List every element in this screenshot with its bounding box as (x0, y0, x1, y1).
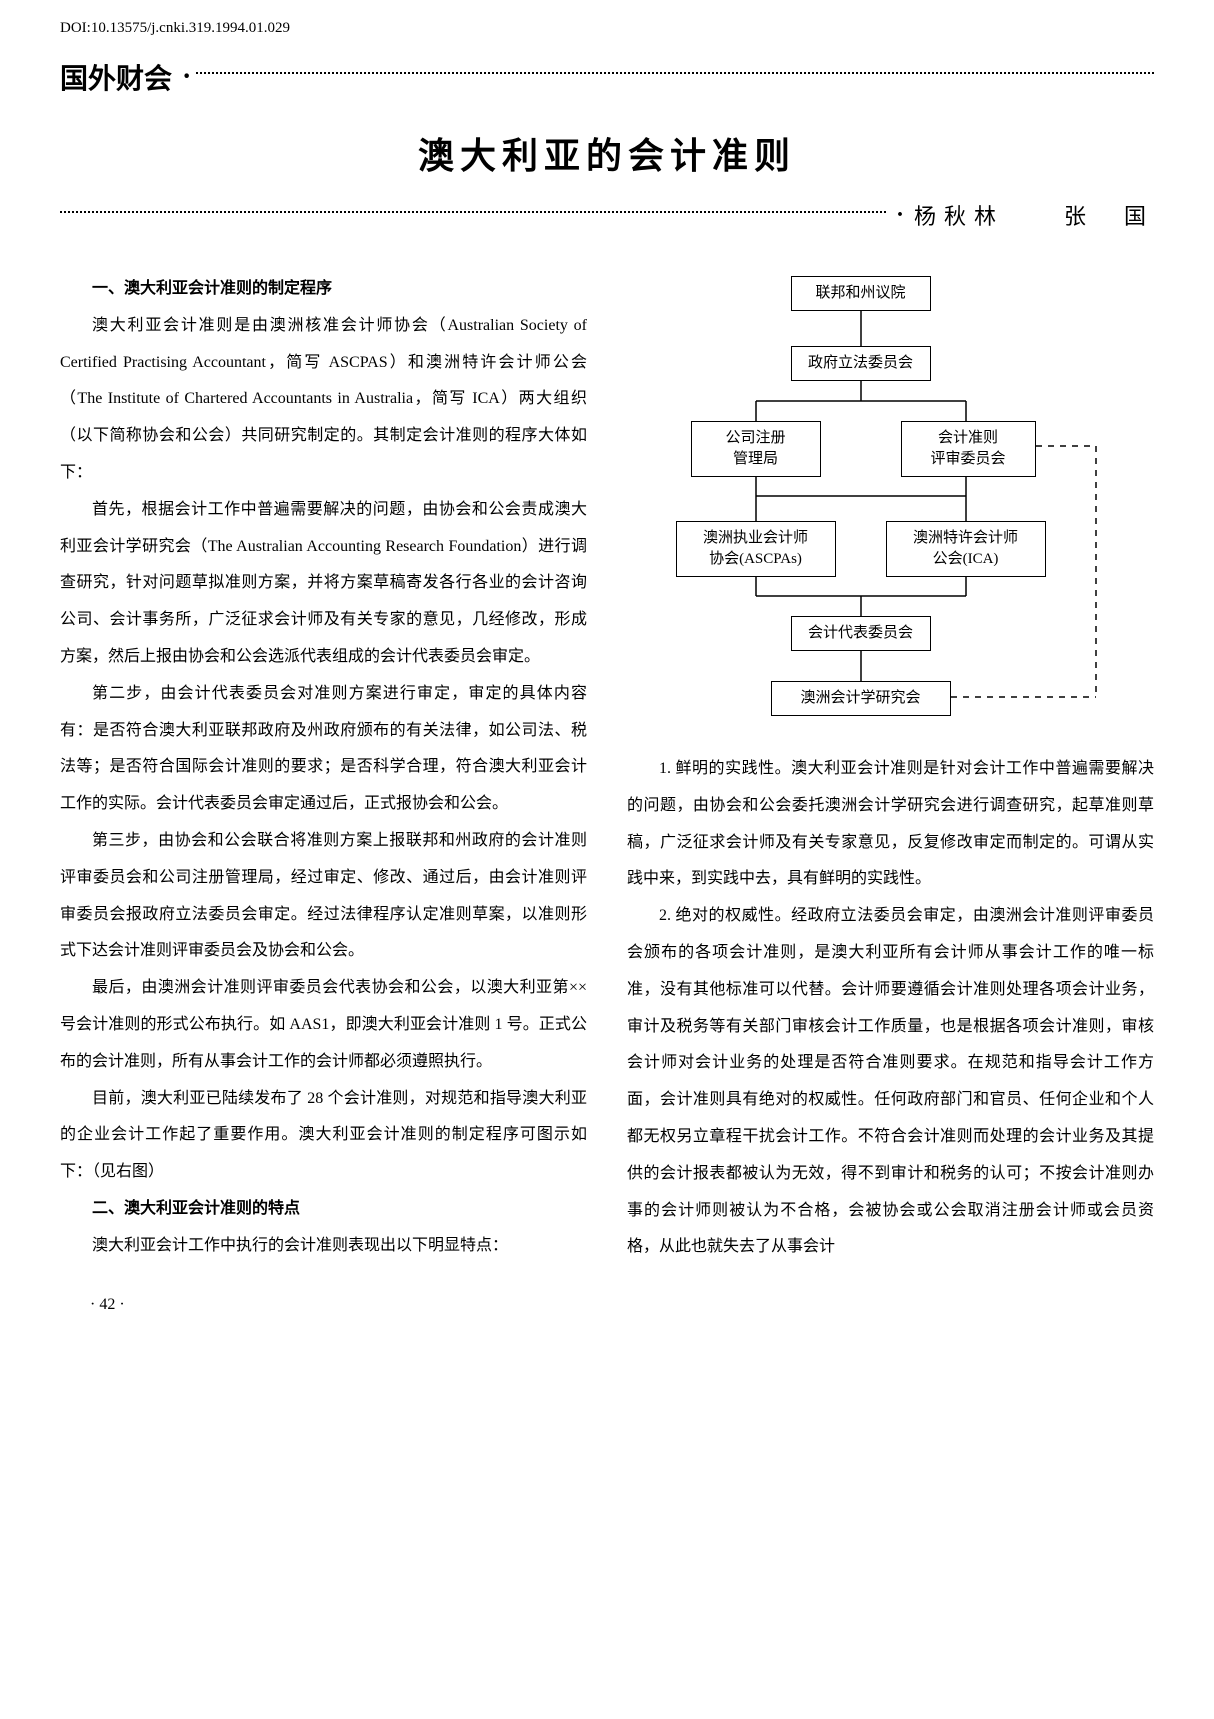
node-company-reg: 公司注册 管理局 (691, 421, 821, 477)
node-rep-committee: 会计代表委员会 (791, 616, 931, 651)
section-header: 国外财会 · (60, 57, 1154, 97)
right-column: 联邦和州议院 政府立法委员会 公司注册 管理局 会计准则 评审委员会 澳洲执业会… (627, 271, 1154, 1266)
paragraph: 澳大利亚会计准则是由澳洲核准会计师协会（Australian Society o… (60, 308, 587, 492)
node-research-foundation: 澳洲会计学研究会 (771, 681, 951, 716)
author-dot: · (896, 202, 904, 229)
node-gov-legislation: 政府立法委员会 (791, 346, 931, 381)
paragraph: 第二步，由会计代表委员会对准则方案进行审定，审定的具体内容有：是否符合澳大利亚联… (60, 676, 587, 823)
node-ascpas: 澳洲执业会计师 协会(ASCPAs) (676, 521, 836, 577)
two-column-content: 一、澳大利亚会计准则的制定程序 澳大利亚会计准则是由澳洲核准会计师协会（Aust… (60, 271, 1154, 1266)
paragraph: 2. 绝对的权威性。经政府立法委员会审定，由澳洲会计准则评审委员会颁布的各项会计… (627, 898, 1154, 1266)
paragraph: 最后，由澳洲会计准则评审委员会代表协会和公会，以澳大利亚第××号会计准则的形式公… (60, 970, 587, 1080)
section-label: 国外财会 (60, 57, 172, 97)
section-dot: · (182, 61, 191, 93)
node-federal-state: 联邦和州议院 (791, 276, 931, 311)
paragraph: 第三步，由协会和公会联合将准则方案上报联邦和州政府的会计准则评审委员会和公司注册… (60, 823, 587, 970)
node-ica: 澳洲特许会计师 公会(ICA) (886, 521, 1046, 577)
dotted-rule (196, 72, 1154, 74)
paragraph: 1. 鲜明的实践性。澳大利亚会计准则是针对会计工作中普遍需要解决的问题，由协会和… (627, 751, 1154, 898)
page-number: · 42 · (90, 1296, 1154, 1314)
paragraph: 澳大利亚会计工作中执行的会计准则表现出以下明显特点： (60, 1228, 587, 1265)
diagram-container: 联邦和州议院 政府立法委员会 公司注册 管理局 会计准则 评审委员会 澳洲执业会… (627, 271, 1154, 721)
authors-line: · 杨秋林 张 国 (60, 199, 1154, 231)
org-chart-diagram: 联邦和州议院 政府立法委员会 公司注册 管理局 会计准则 评审委员会 澳洲执业会… (651, 271, 1131, 721)
heading-1: 一、澳大利亚会计准则的制定程序 (60, 271, 587, 308)
paragraph: 目前，澳大利亚已陆续发布了 28 个会计准则，对规范和指导澳大利亚的企业会计工作… (60, 1081, 587, 1191)
node-standards-review: 会计准则 评审委员会 (901, 421, 1036, 477)
paragraph: 首先，根据会计工作中普遍需要解决的问题，由协会和公会责成澳大利亚会计学研究会（T… (60, 492, 587, 676)
authors: 杨秋林 张 国 (914, 199, 1154, 231)
diagram-connectors (651, 271, 1131, 721)
doi-text: DOI:10.13575/j.cnki.319.1994.01.029 (60, 20, 1154, 37)
article-title: 澳大利亚的会计准则 (60, 127, 1154, 179)
dotted-rule-left (60, 211, 886, 213)
heading-2: 二、澳大利亚会计准则的特点 (60, 1191, 587, 1228)
left-column: 一、澳大利亚会计准则的制定程序 澳大利亚会计准则是由澳洲核准会计师协会（Aust… (60, 271, 587, 1266)
